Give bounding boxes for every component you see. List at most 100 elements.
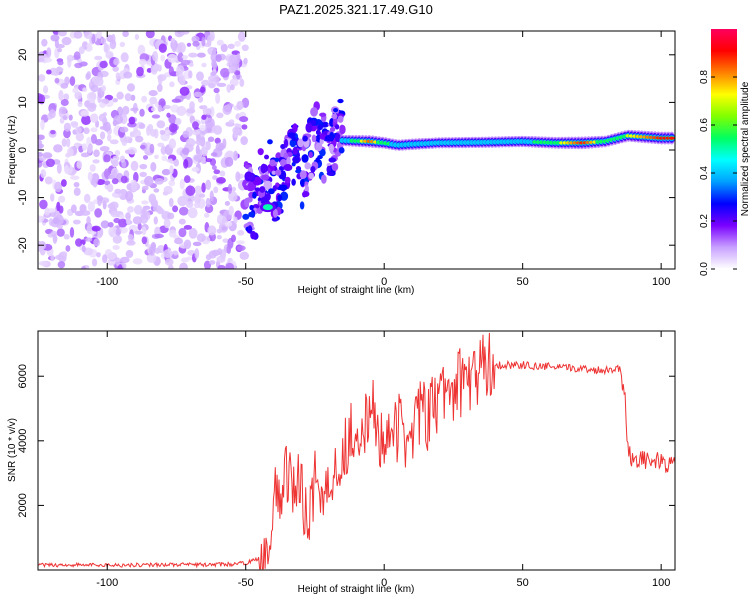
spectrogram-cell <box>65 245 71 252</box>
spectrogram-cell <box>326 171 335 176</box>
spectrogram-cell <box>76 160 83 169</box>
spectrogram-cell <box>178 75 186 86</box>
spectrogram-cell <box>142 155 149 160</box>
spectrogram-cell <box>277 194 283 202</box>
spectrogram-cell <box>193 154 203 162</box>
spectrogram-ytick-label: 20 <box>17 49 29 61</box>
spectrogram-cell <box>38 240 45 252</box>
spectrogram-cell <box>191 35 200 43</box>
spectrogram-cell <box>140 214 149 225</box>
spectrogram-cell <box>236 240 245 245</box>
spectrogram-cell <box>41 38 48 47</box>
spectrogram-cell <box>188 227 198 239</box>
spectrogram-cell <box>64 76 70 86</box>
spectrogram-cell <box>260 163 267 174</box>
spectrogram-cell <box>227 43 235 49</box>
spectrogram-cell <box>119 214 125 219</box>
spectrogram-cell <box>127 206 134 213</box>
spectrogram-cell <box>216 82 227 88</box>
spectrogram-cell <box>73 31 83 39</box>
snr-xtick-label: 100 <box>652 577 670 589</box>
spectrogram-cell <box>240 136 248 146</box>
colorbar-tick-label: 0.0 <box>699 262 710 276</box>
spectrogram-cell <box>53 144 63 153</box>
spectrogram-cell <box>93 149 100 158</box>
spectrogram-cell <box>109 39 117 50</box>
spectrogram-cell <box>50 129 56 135</box>
spectrogram-cell <box>326 165 332 174</box>
spectrogram-cell <box>42 57 52 63</box>
spectrogram-cell <box>244 197 250 208</box>
spectrogram-xtick-label: 100 <box>652 276 670 288</box>
spectrogram-cell <box>152 50 159 62</box>
spectrogram-cell <box>44 176 53 185</box>
spectrogram-cell <box>161 155 168 162</box>
spectrogram-cell <box>234 70 241 76</box>
spectrogram-cell <box>91 258 98 267</box>
spectrogram-cell <box>170 37 176 44</box>
spectrogram-heatmap <box>38 31 675 269</box>
spectrogram-cell <box>124 93 132 102</box>
spectrogram-cell <box>115 72 121 80</box>
spectrogram-cell <box>214 137 221 144</box>
spectrogram-cell <box>96 31 102 39</box>
spectrogram-cell <box>116 91 124 100</box>
colorbar-label: Normalized spectral amplitude <box>740 81 750 216</box>
spectrogram-cell <box>44 207 50 216</box>
spectrogram-cell <box>187 207 198 219</box>
spectrogram-cell <box>63 122 72 132</box>
spectrogram-cell <box>271 170 277 175</box>
spectrogram-cell <box>106 134 112 142</box>
spectrogram-xtick-label: -50 <box>238 276 254 288</box>
spectrogram-cell <box>203 212 210 218</box>
spectrogram-cell <box>237 31 246 42</box>
spectrogram-cell <box>72 87 79 94</box>
spectrogram-cell <box>119 256 130 264</box>
spectrogram-cell <box>192 40 200 47</box>
spectrogram-cell <box>278 184 288 191</box>
spectrogram-cell <box>194 202 200 209</box>
snr-xtick-label: -50 <box>238 577 254 589</box>
spectrogram-cell <box>194 193 201 205</box>
spectrogram-cell <box>141 236 148 245</box>
spectrogram-cell <box>176 105 187 116</box>
spectrogram-cell <box>52 233 58 244</box>
spectrogram-cell <box>220 43 228 53</box>
spectrogram-cell <box>231 186 237 192</box>
spectrogram-cell <box>241 124 248 130</box>
spectrogram-cell <box>317 124 324 131</box>
spectrogram-cell <box>158 43 167 53</box>
spectrogram-cell <box>337 98 344 104</box>
spectrogram-cell <box>139 108 145 117</box>
spectrogram-cell <box>38 215 45 223</box>
spectrogram-cell <box>112 169 118 181</box>
spectrogram-cell <box>229 54 238 64</box>
spectrogram-cell <box>200 146 208 157</box>
spectrogram-xtick-label: 0 <box>381 276 387 288</box>
spectrogram-cell <box>90 127 98 133</box>
spectrogram-cell <box>232 126 241 135</box>
spectrogram-cell <box>150 107 156 112</box>
spectrogram-cell <box>46 47 52 58</box>
spectrogram-cell <box>40 119 45 131</box>
spectrogram-cell <box>226 84 232 93</box>
spectrogram-cell <box>80 210 91 216</box>
spectrogram-cell <box>173 250 178 256</box>
spectrogram-cell <box>209 106 215 118</box>
spectrogram-cell <box>113 115 124 125</box>
spectrogram-cell <box>299 170 307 179</box>
spectrogram-cell <box>178 206 189 216</box>
spectrogram-cell <box>74 91 83 100</box>
spectrogram-cell <box>38 152 43 158</box>
spectrogram-cell <box>216 234 222 240</box>
spectrogram-cell <box>52 217 60 225</box>
spectrogram-cell <box>205 179 212 190</box>
spectrogram-cell <box>291 136 297 142</box>
spectrogram-cell <box>107 221 114 228</box>
spectrogram-cell <box>57 261 66 269</box>
spectrogram-cell <box>135 135 144 143</box>
spectrogram-cell <box>156 83 163 93</box>
spectrogram-cell <box>120 175 128 184</box>
spectrogram-ytick-label: 0 <box>17 147 29 153</box>
spectrogram-cell <box>55 43 65 49</box>
